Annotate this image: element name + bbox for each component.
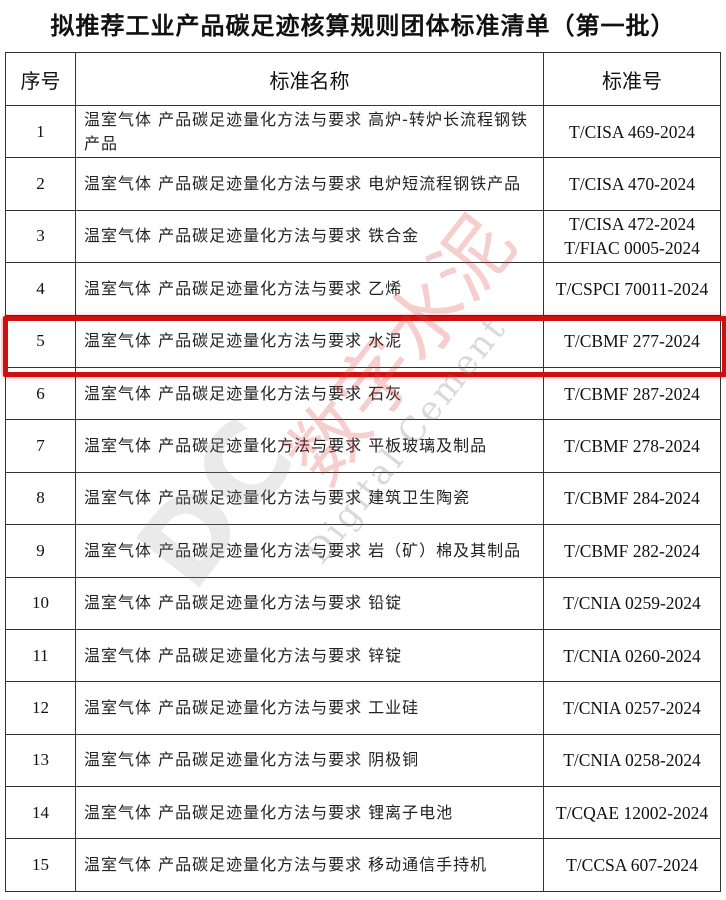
standard-name: 温室气体 产品碳足迹量化方法与要求 平板玻璃及制品 bbox=[75, 419, 544, 473]
standard-name: 温室气体 产品碳足迹量化方法与要求 铅锭 bbox=[75, 576, 544, 630]
row-number: 10 bbox=[5, 576, 76, 630]
row-number: 15 bbox=[5, 838, 76, 892]
table-row: 7 温室气体 产品碳足迹量化方法与要求 平板玻璃及制品 T/CBMF 278-202… bbox=[5, 419, 721, 473]
standard-name: 温室气体 产品碳足迹量化方法与要求 岩（矿）棉及其制品 bbox=[75, 524, 544, 578]
row-number: 1 bbox=[5, 104, 76, 159]
standard-code: T/CISA 470-2024 bbox=[543, 157, 721, 211]
table-row: 1 温室气体 产品碳足迹量化方法与要求 高炉-转炉长流程钢铁产品 T/CISA 46… bbox=[5, 104, 721, 159]
header-code: 标准号 bbox=[543, 52, 721, 106]
standard-name: 温室气体 产品碳足迹量化方法与要求 高炉-转炉长流程钢铁产品 bbox=[75, 104, 544, 159]
standard-code: T/CNIA 0259-2024 bbox=[543, 576, 721, 630]
table-header-row: 序号 标准名称 标准号 bbox=[5, 52, 721, 106]
header-name: 标准名称 bbox=[75, 52, 544, 106]
standard-name: 温室气体 产品碳足迹量化方法与要求 电炉短流程钢铁产品 bbox=[75, 157, 544, 211]
row-number: 4 bbox=[5, 262, 76, 316]
standard-code: T/CBMF 277-2024 bbox=[543, 314, 721, 368]
table-row: 10 温室气体 产品碳足迹量化方法与要求 铅锭 T/CNIA 0259-2024 bbox=[5, 576, 721, 630]
row-number: 14 bbox=[5, 786, 76, 840]
table-row: 14 温室气体 产品碳足迹量化方法与要求 锂离子电池 T/CQAE 12002-20… bbox=[5, 786, 721, 840]
standard-name: 温室气体 产品碳足迹量化方法与要求 水泥 bbox=[75, 314, 544, 368]
standard-code: T/CQAE 12002-2024 bbox=[543, 786, 721, 840]
standard-name: 温室气体 产品碳足迹量化方法与要求 石灰 bbox=[75, 366, 544, 421]
header-no: 序号 bbox=[5, 52, 76, 106]
page-title: 拟推荐工业产品碳足迹核算规则团体标准清单（第一批） bbox=[50, 11, 676, 40]
standard-name: 温室气体 产品碳足迹量化方法与要求 阴极铜 bbox=[75, 733, 544, 788]
row-number: 11 bbox=[5, 628, 76, 683]
table-row: 13 温室气体 产品碳足迹量化方法与要求 阴极铜 T/CNIA 0258-2024 bbox=[5, 733, 721, 788]
standard-code: T/CBMF 287-2024 bbox=[543, 366, 721, 421]
row-number: 9 bbox=[5, 524, 76, 578]
standard-name: 温室气体 产品碳足迹量化方法与要求 铁合金 bbox=[75, 209, 544, 264]
table-row: 15 温室气体 产品碳足迹量化方法与要求 移动通信手持机 T/CCSA 607-20… bbox=[5, 838, 721, 892]
standard-code: T/CSPCI 70011-2024 bbox=[543, 262, 721, 316]
row-number: 12 bbox=[5, 681, 76, 735]
table-row: 6 温室气体 产品碳足迹量化方法与要求 石灰 T/CBMF 287-2024 bbox=[5, 366, 721, 421]
row-number: 6 bbox=[5, 366, 76, 421]
standard-code: T/CBMF 278-2024 bbox=[543, 419, 721, 473]
standard-code: T/CNIA 0258-2024 bbox=[543, 733, 721, 788]
standard-code: T/CISA 472-2024 T/FIAC 0005-2024 bbox=[543, 209, 721, 264]
table-row: 9 温室气体 产品碳足迹量化方法与要求 岩（矿）棉及其制品 T/CBMF 282-2… bbox=[5, 524, 721, 578]
standard-name: 温室气体 产品碳足迹量化方法与要求 移动通信手持机 bbox=[75, 838, 544, 892]
standard-code: T/CBMF 284-2024 bbox=[543, 471, 721, 526]
table-row: 3 温室气体 产品碳足迹量化方法与要求 铁合金 T/CISA 472-2024 T/… bbox=[5, 209, 721, 264]
standard-name: 温室气体 产品碳足迹量化方法与要求 锂离子电池 bbox=[75, 786, 544, 840]
standard-name: 温室气体 产品碳足迹量化方法与要求 建筑卫生陶瓷 bbox=[75, 471, 544, 526]
standard-code: T/CNIA 0257-2024 bbox=[543, 681, 721, 735]
table-row: 12 温室气体 产品碳足迹量化方法与要求 工业硅 T/CNIA 0257-2024 bbox=[5, 681, 721, 735]
standard-name: 温室气体 产品碳足迹量化方法与要求 工业硅 bbox=[75, 681, 544, 735]
table-row: 8 温室气体 产品碳足迹量化方法与要求 建筑卫生陶瓷 T/CBMF 284-2024 bbox=[5, 471, 721, 526]
row-number: 2 bbox=[5, 157, 76, 211]
standard-name: 温室气体 产品碳足迹量化方法与要求 锌锭 bbox=[75, 628, 544, 683]
standard-code: T/CNIA 0260-2024 bbox=[543, 628, 721, 683]
table-row: 4 温室气体 产品碳足迹量化方法与要求 乙烯 T/CSPCI 70011-2024 bbox=[5, 262, 721, 316]
standard-code: T/CISA 469-2024 bbox=[543, 104, 721, 159]
standard-name: 温室气体 产品碳足迹量化方法与要求 乙烯 bbox=[75, 262, 544, 316]
standards-table: 序号 标准名称 标准号 1 温室气体 产品碳足迹量化方法与要求 高炉-转炉长流程钢… bbox=[5, 52, 721, 892]
standard-code: T/CCSA 607-2024 bbox=[543, 838, 721, 892]
row-number: 13 bbox=[5, 733, 76, 788]
standard-code: T/CBMF 282-2024 bbox=[543, 524, 721, 578]
row-number: 8 bbox=[5, 471, 76, 526]
row-number: 5 bbox=[5, 314, 76, 368]
table-row: 5 温室气体 产品碳足迹量化方法与要求 水泥 T/CBMF 277-2024 bbox=[5, 314, 721, 368]
table-row: 2 温室气体 产品碳足迹量化方法与要求 电炉短流程钢铁产品 T/CISA 470-2… bbox=[5, 157, 721, 211]
table-row: 11 温室气体 产品碳足迹量化方法与要求 锌锭 T/CNIA 0260-2024 bbox=[5, 628, 721, 683]
row-number: 3 bbox=[5, 209, 76, 264]
row-number: 7 bbox=[5, 419, 76, 473]
